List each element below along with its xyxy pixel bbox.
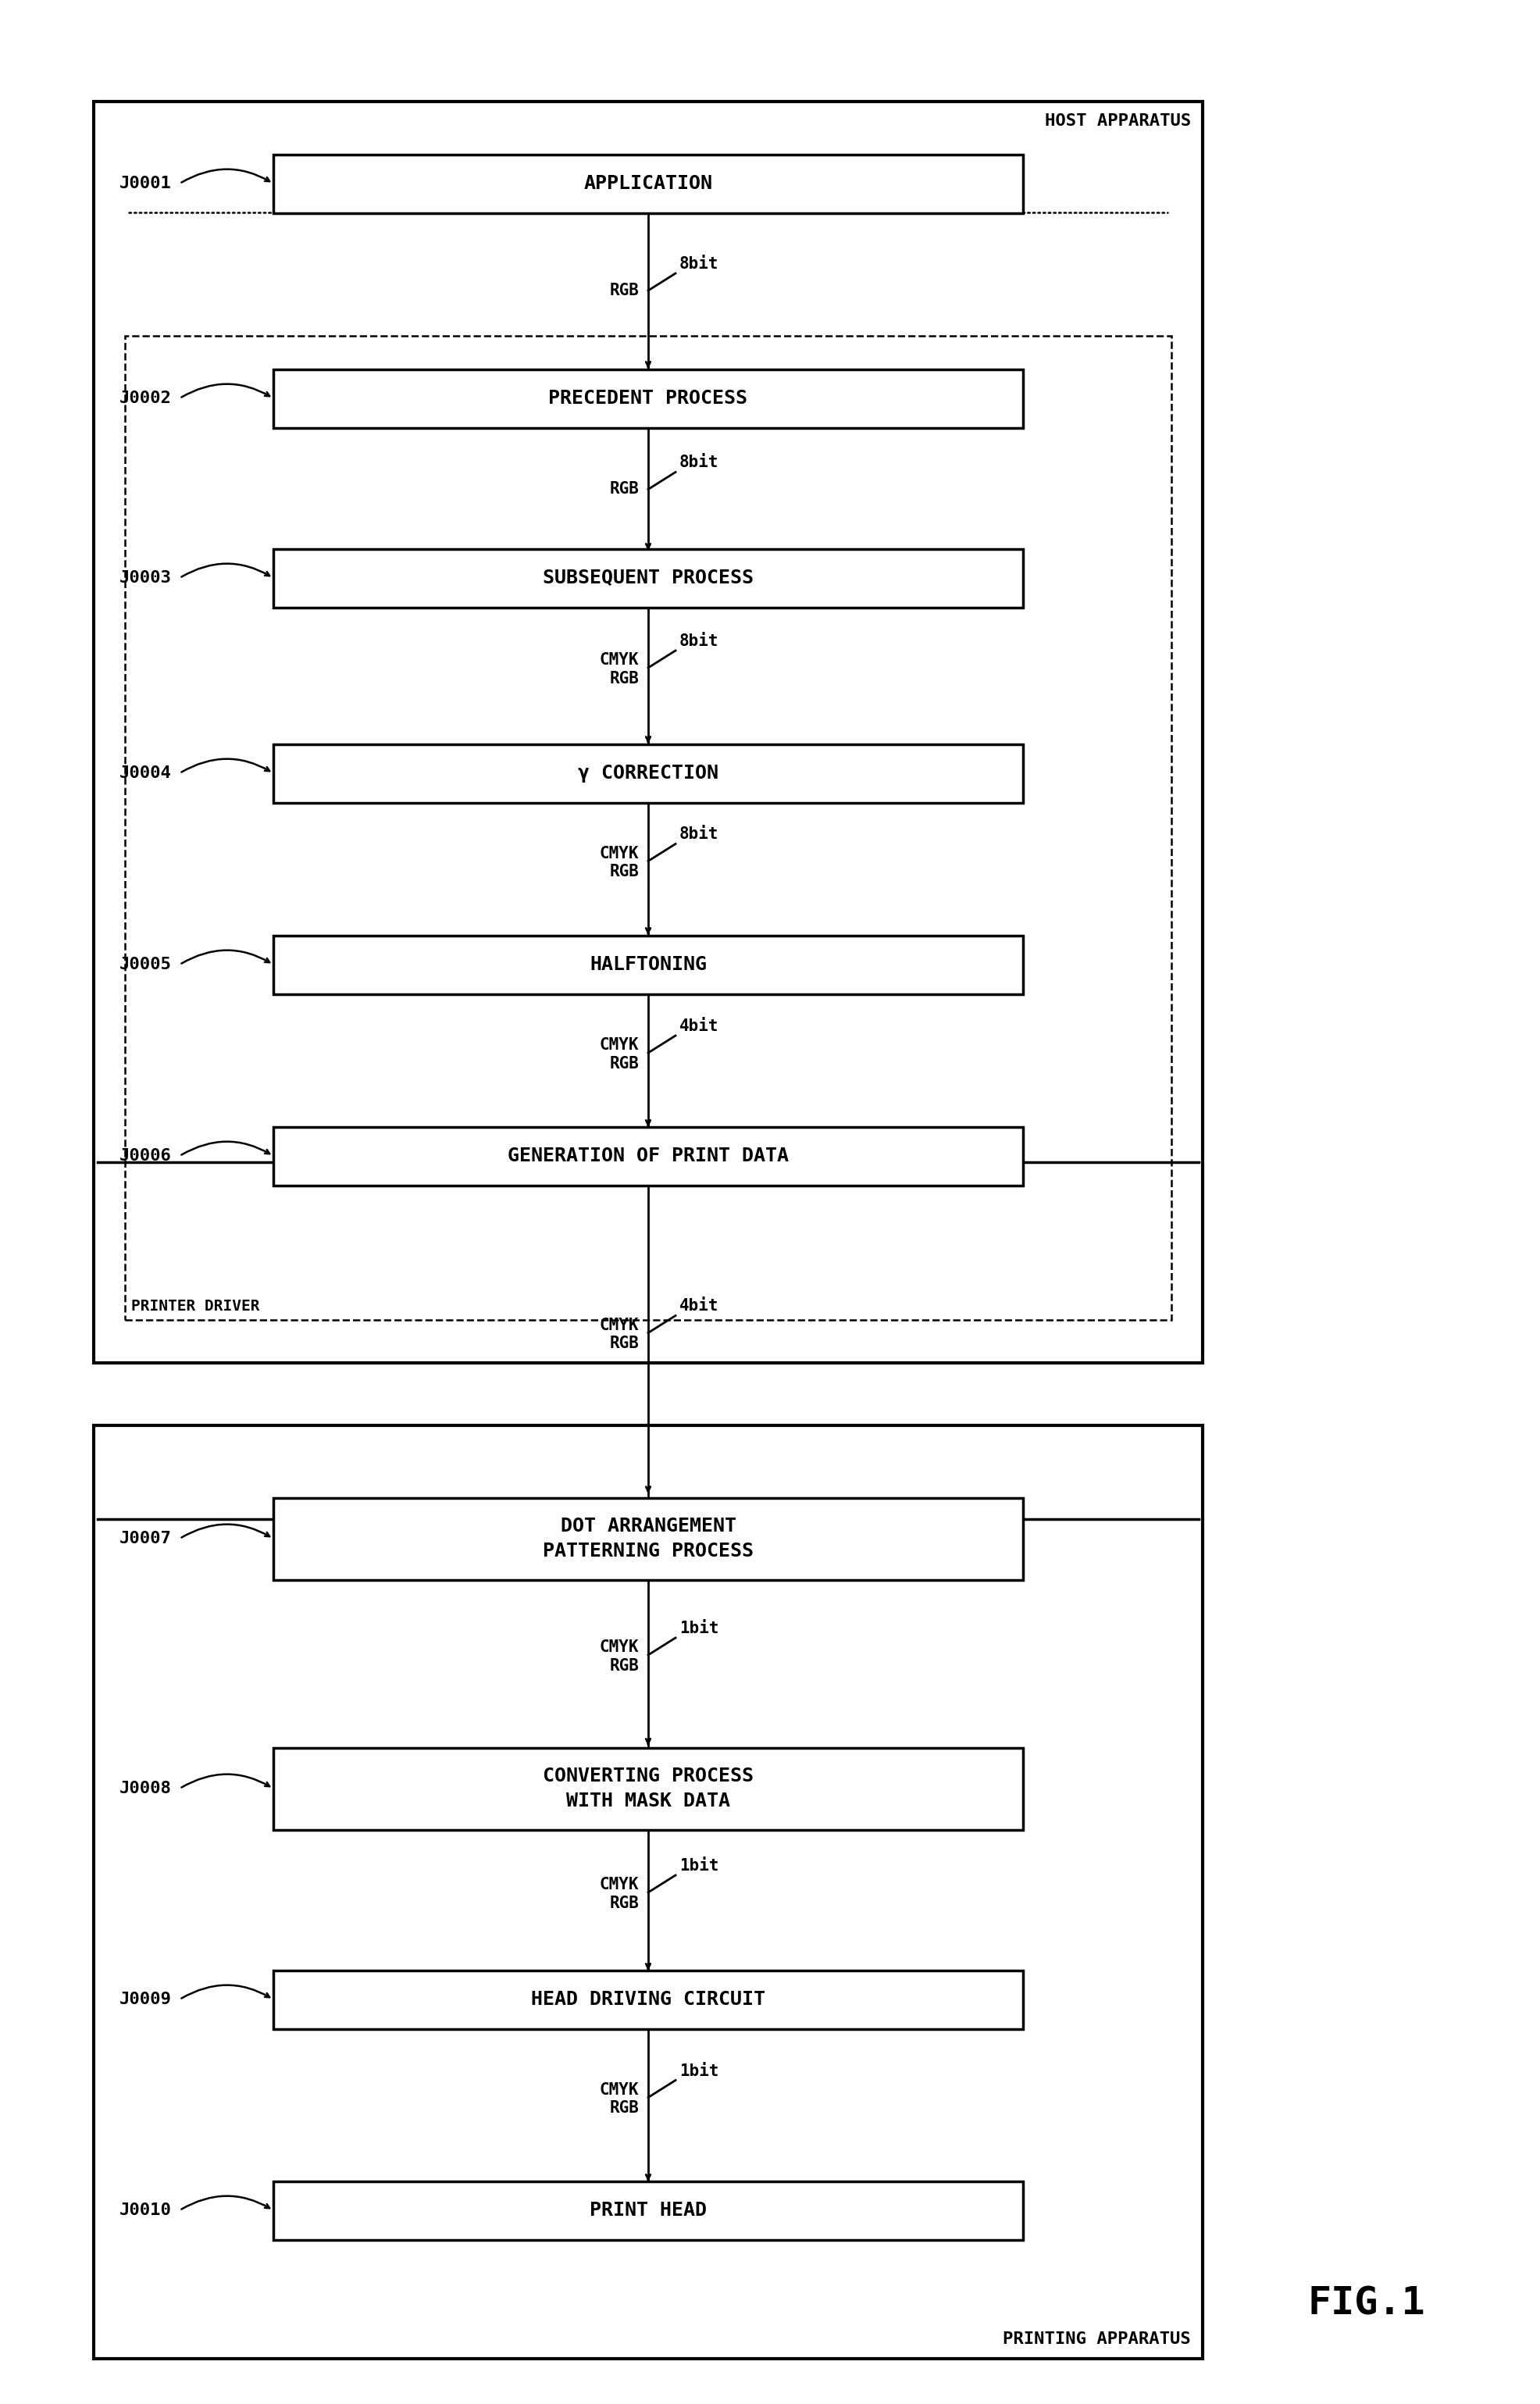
Bar [273, 1498, 1023, 1579]
Text: CMYK
RGB: CMYK RGB [599, 846, 639, 880]
Text: CMYK
RGB: CMYK RGB [599, 1039, 639, 1072]
Text: 8bit: 8bit [679, 632, 719, 649]
Text: HOST APPARATUS: HOST APPARATUS [1044, 113, 1190, 130]
Text: J0001: J0001 [120, 175, 172, 192]
Bar [273, 935, 1023, 993]
Text: 8bit: 8bit [679, 454, 719, 471]
Text: 1bit: 1bit [679, 1858, 719, 1873]
Text: CMYK
RGB: CMYK RGB [599, 1878, 639, 1911]
Text: CONVERTING PROCESS
WITH MASK DATA: CONVERTING PROCESS WITH MASK DATA [542, 1767, 753, 1810]
Bar [94, 101, 1203, 1363]
Text: 8bit: 8bit [679, 827, 719, 841]
Text: J0006: J0006 [120, 1149, 172, 1164]
Text: PRINTER DRIVER: PRINTER DRIVER [131, 1298, 260, 1313]
Text: 4bit: 4bit [679, 1298, 719, 1315]
Text: CMYK
RGB: CMYK RGB [599, 1640, 639, 1673]
Text: 8bit: 8bit [679, 257, 719, 272]
Text: J0007: J0007 [120, 1531, 172, 1546]
Bar [273, 154, 1023, 214]
Text: CMYK
RGB: CMYK RGB [599, 1317, 639, 1351]
Text: APPLICATION: APPLICATION [584, 173, 713, 192]
Text: J0005: J0005 [120, 957, 172, 971]
Text: J0004: J0004 [120, 764, 172, 781]
Text: J0009: J0009 [120, 1991, 172, 2007]
Bar [94, 1426, 1203, 2358]
Bar [273, 2180, 1023, 2241]
Text: FIG.1: FIG.1 [1307, 2286, 1426, 2322]
Text: PRINT HEAD: PRINT HEAD [590, 2202, 707, 2219]
Text: CMYK
RGB: CMYK RGB [599, 2082, 639, 2116]
Text: J0008: J0008 [120, 1781, 172, 1796]
Bar [273, 1971, 1023, 2029]
Text: SUBSEQUENT PROCESS: SUBSEQUENT PROCESS [542, 570, 753, 587]
Text: HEAD DRIVING CIRCUIT: HEAD DRIVING CIRCUIT [531, 1991, 765, 2010]
Text: RGB: RGB [610, 284, 639, 298]
Text: γ CORRECTION: γ CORRECTION [578, 764, 719, 784]
Bar [273, 1748, 1023, 1829]
Text: PRECEDENT PROCESS: PRECEDENT PROCESS [548, 389, 748, 409]
Text: PRINTING APPARATUS: PRINTING APPARATUS [1003, 2332, 1190, 2346]
Text: RGB: RGB [610, 481, 639, 498]
Bar [273, 743, 1023, 803]
Bar [125, 337, 1172, 1320]
Text: J0003: J0003 [120, 570, 172, 587]
Text: HALFTONING: HALFTONING [590, 954, 707, 974]
Text: GENERATION OF PRINT DATA: GENERATION OF PRINT DATA [508, 1147, 788, 1166]
Bar [273, 548, 1023, 608]
Text: CMYK
RGB: CMYK RGB [599, 651, 639, 685]
Bar [273, 1127, 1023, 1185]
Text: J0010: J0010 [120, 2202, 172, 2219]
Text: 1bit: 1bit [679, 1620, 719, 1637]
Text: 1bit: 1bit [679, 2063, 719, 2079]
Text: DOT ARRANGEMENT
PATTERNING PROCESS: DOT ARRANGEMENT PATTERNING PROCESS [542, 1517, 753, 1560]
Text: J0002: J0002 [120, 389, 172, 406]
Bar [273, 370, 1023, 428]
Text: 4bit: 4bit [679, 1019, 719, 1034]
